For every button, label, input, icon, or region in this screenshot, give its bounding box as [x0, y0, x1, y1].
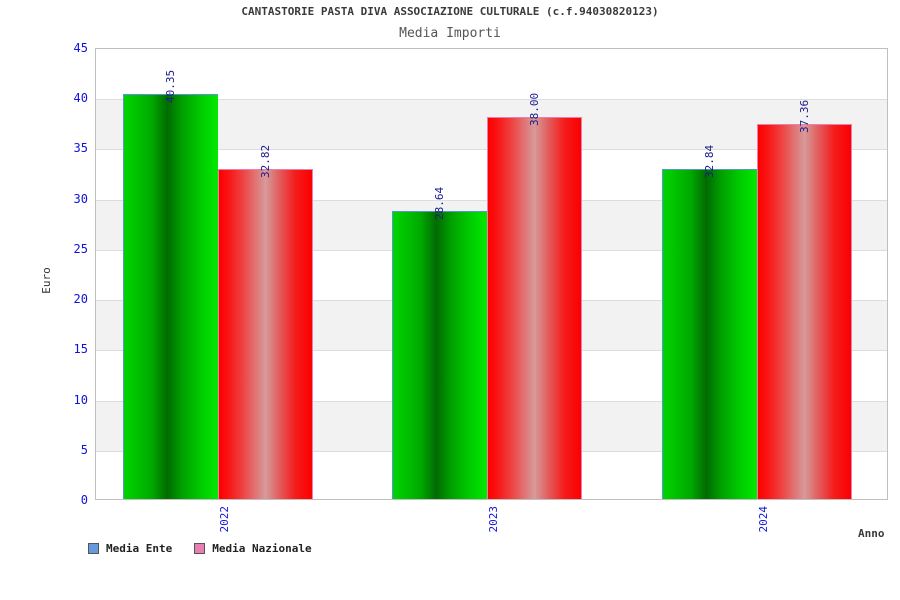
bar-value-label: 40.35 — [163, 69, 177, 103]
bar-value-label: 32.84 — [702, 145, 716, 179]
legend-swatch-icon — [88, 543, 99, 554]
y-tick-label: 5 — [80, 442, 88, 457]
bar-media-ente-2024[interactable] — [662, 169, 757, 499]
chart-title: CANTASTORIE PASTA DIVA ASSOCIAZIONE CULT… — [241, 5, 659, 18]
bar-value-label: 38.00 — [527, 93, 541, 127]
bar-media-nazionale-2023[interactable] — [487, 117, 582, 499]
y-axis-tick-labels: 0 5 10 15 20 25 30 35 40 45 — [0, 41, 900, 507]
chart-legend: Media Ente Media Nazionale — [88, 542, 312, 555]
x-axis-title: Anno — [858, 527, 885, 540]
y-tick-label: 10 — [73, 392, 88, 407]
chart-subtitle: Media Importi — [399, 26, 501, 41]
legend-swatch-icon — [194, 543, 206, 554]
x-tick-label-2022: 2022 — [218, 506, 231, 533]
bar-value-label: 28.64 — [432, 187, 446, 221]
y-tick-label: 15 — [73, 342, 88, 357]
y-tick-label: 45 — [73, 41, 88, 55]
legend-label: Media Nazionale — [212, 542, 312, 555]
plot-area: 40.35 32.82 28.64 38.00 32.84 37.36 — [95, 48, 888, 500]
bar-media-ente-2023[interactable] — [392, 211, 487, 499]
bar-media-ente-2022[interactable] — [123, 93, 218, 499]
y-tick-label: 40 — [73, 91, 88, 106]
x-tick-label-2023: 2023 — [487, 506, 500, 533]
legend-item-media-ente[interactable]: Media Ente — [88, 542, 172, 555]
gridline — [96, 99, 887, 101]
bar-media-nazionale-2024[interactable] — [757, 123, 852, 499]
legend-label: Media Ente — [106, 542, 173, 555]
bar-media-nazionale-2022[interactable] — [218, 169, 313, 499]
bar-value-label: 37.36 — [797, 99, 811, 133]
legend-item-media-nazionale[interactable]: Media Nazionale — [194, 542, 312, 555]
y-tick-label: 20 — [73, 292, 88, 307]
y-tick-label: 35 — [73, 141, 88, 156]
y-tick-label: 25 — [73, 241, 88, 256]
y-tick-label: 30 — [73, 191, 88, 206]
x-tick-label-2024: 2024 — [757, 506, 770, 533]
bar-value-label: 32.82 — [258, 145, 272, 179]
y-tick-label: 0 — [80, 493, 88, 507]
